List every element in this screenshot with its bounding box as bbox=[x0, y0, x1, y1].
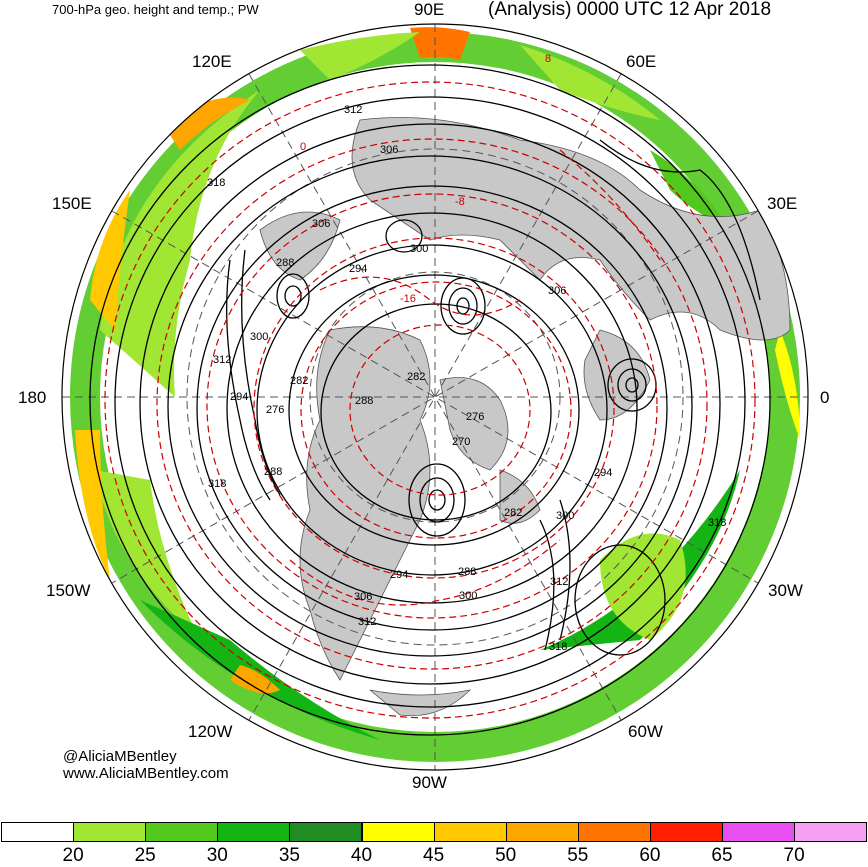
colorbar-label: 20 bbox=[62, 845, 84, 866]
lon-label-30w: 30W bbox=[768, 581, 803, 600]
lon-label-30e: 30E bbox=[767, 194, 798, 213]
colorbar-label: 30 bbox=[206, 845, 228, 866]
colorbar-swatch bbox=[577, 822, 651, 842]
lon-label-120e: 120E bbox=[192, 52, 232, 71]
height-label: 318 bbox=[549, 641, 567, 653]
lon-label-150w: 150W bbox=[46, 581, 91, 600]
height-label: 282 bbox=[504, 507, 522, 519]
colorbar-swatch bbox=[217, 822, 291, 842]
lon-label-120w: 120W bbox=[188, 722, 233, 741]
colorbar-label: 50 bbox=[495, 845, 517, 866]
height-label: 312 bbox=[550, 576, 568, 588]
colorbar-label: 55 bbox=[567, 845, 589, 866]
height-label: 312 bbox=[213, 354, 231, 366]
colorbar-swatch bbox=[433, 822, 507, 842]
polar-stereographic-map: 318 312 306 306 300 294 288 300 312 294 … bbox=[61, 23, 809, 771]
colorbar-label: 65 bbox=[711, 845, 733, 866]
height-label: 288 bbox=[355, 395, 373, 407]
temp-label: -16 bbox=[400, 293, 416, 305]
temp-label: 8 bbox=[545, 53, 551, 65]
height-label: 312 bbox=[358, 616, 376, 628]
colorbar-swatch bbox=[649, 822, 723, 842]
height-label: 312 bbox=[344, 104, 362, 116]
lon-label-60w: 60W bbox=[628, 722, 663, 741]
colorbar-label: 40 bbox=[350, 845, 373, 866]
pw-colorbar: 20 25 30 35 40 45 50 55 60 65 70 bbox=[0, 822, 868, 866]
height-label: 318 bbox=[207, 177, 225, 189]
colorbar-swatch bbox=[1, 822, 75, 842]
analysis-time: (Analysis) 0000 UTC 12 Apr 2018 bbox=[488, 0, 772, 20]
lon-label-90e: 90E bbox=[414, 0, 445, 19]
height-label: 270 bbox=[452, 436, 470, 448]
colorbar-label: 35 bbox=[278, 845, 300, 866]
contour-labels: 318 312 306 306 300 294 288 300 312 294 … bbox=[207, 53, 726, 653]
lon-label-150e: 150E bbox=[52, 194, 92, 213]
height-label: 276 bbox=[266, 404, 284, 416]
height-label: 300 bbox=[459, 590, 477, 602]
colorbar-swatch bbox=[722, 822, 796, 842]
lon-label-0: 0 bbox=[820, 388, 830, 407]
height-label: 276 bbox=[466, 411, 484, 423]
height-label: 282 bbox=[290, 375, 308, 387]
map-title: 700-hPa geo. height and temp.; PW bbox=[52, 2, 259, 17]
credit-website: www.AliciaMBentley.com bbox=[63, 765, 229, 782]
colorbar-label: 70 bbox=[783, 845, 805, 866]
colorbar-swatch bbox=[289, 822, 363, 842]
height-label: 300 bbox=[556, 510, 574, 522]
temp-label: -8 bbox=[455, 196, 465, 208]
colorbar-label: 45 bbox=[423, 845, 445, 866]
temperature-contours bbox=[104, 81, 756, 719]
height-label: 300 bbox=[410, 243, 428, 255]
colorbar-swatch bbox=[505, 822, 579, 842]
height-label: 306 bbox=[354, 591, 372, 603]
lon-label-90w: 90W bbox=[412, 773, 447, 792]
lon-label-180: 180 bbox=[18, 388, 47, 407]
height-label: 318 bbox=[208, 478, 226, 490]
height-label: 318 bbox=[708, 517, 726, 529]
map-border bbox=[61, 23, 809, 771]
height-label: 294 bbox=[230, 391, 248, 403]
lon-label-60e: 60E bbox=[626, 52, 657, 71]
height-label: 306 bbox=[312, 218, 330, 230]
height-label: 294 bbox=[349, 263, 367, 275]
height-label: 306 bbox=[548, 285, 566, 297]
colorbar-swatch bbox=[361, 822, 435, 842]
height-label: 282 bbox=[407, 371, 425, 383]
height-label: 306 bbox=[380, 144, 398, 156]
colorbar-swatch bbox=[794, 822, 868, 842]
colorbar-label: 25 bbox=[134, 845, 156, 866]
credit-twitter: @AliciaMBentley bbox=[63, 748, 177, 765]
height-label: 288 bbox=[264, 466, 282, 478]
temp-label: 0 bbox=[300, 141, 306, 153]
colorbar-label: 60 bbox=[639, 845, 661, 866]
height-label: 300 bbox=[250, 331, 268, 343]
height-label: 294 bbox=[594, 467, 612, 479]
colorbar-swatch bbox=[145, 822, 219, 842]
height-label: 288 bbox=[276, 257, 294, 269]
height-contours bbox=[89, 64, 771, 736]
map-disk: 318 312 306 306 300 294 288 300 312 294 … bbox=[62, 24, 808, 770]
height-label: 288 bbox=[458, 566, 476, 578]
colorbar-swatch bbox=[73, 822, 147, 842]
height-label: 294 bbox=[390, 569, 408, 581]
